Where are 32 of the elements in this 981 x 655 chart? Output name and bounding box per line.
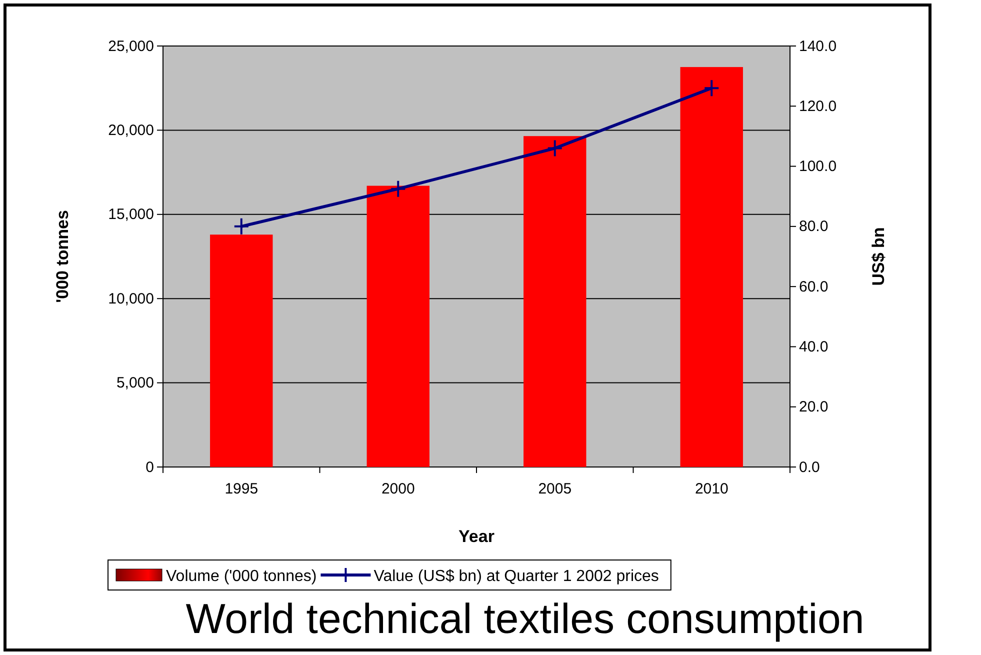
y2-tick-label: 80.0: [799, 218, 828, 236]
y-tick-label: 25,000: [108, 38, 154, 55]
x-tick-label: 2000: [381, 480, 415, 498]
x-axis-title: Year: [458, 527, 495, 546]
point: [704, 79, 720, 98]
y-tick-label: 5,000: [116, 374, 154, 392]
y2-tick-label: 100.0: [799, 158, 837, 176]
x-tick-label: 1995: [224, 480, 258, 498]
bar: [366, 186, 430, 467]
y2-tick-label: 140.0: [799, 38, 837, 55]
x-tick-label: 2005: [538, 480, 572, 498]
point: [233, 217, 250, 236]
y-tick-label: 20,000: [108, 122, 154, 139]
y-tick-label: 10,000: [108, 290, 154, 308]
y-axis-title: '000 tonnes: [53, 210, 72, 303]
y2-axis-title: US$ bn: [869, 227, 888, 286]
bar: [210, 234, 273, 467]
y2-tick-label: 0.0: [799, 458, 820, 476]
point: [546, 139, 563, 158]
bar: [680, 67, 743, 467]
y2-tick-label: 120.0: [799, 98, 837, 115]
legend-label: Volume ('000 tonnes): [166, 568, 317, 585]
y-tick-label: 15,000: [108, 206, 154, 224]
y2-tick-label: 20.0: [799, 398, 828, 416]
text: World technical textiles consumption: [186, 595, 864, 642]
x-tick-label: 2010: [694, 480, 728, 498]
y2-tick-label: 40.0: [799, 338, 828, 356]
point: [390, 180, 406, 198]
bar: [524, 136, 586, 467]
y2-tick-label: 60.0: [799, 278, 828, 296]
legend-label: Value (US$ bn) at Quarter 1 2002 prices: [374, 568, 659, 585]
y-tick-label: 0: [146, 458, 154, 476]
